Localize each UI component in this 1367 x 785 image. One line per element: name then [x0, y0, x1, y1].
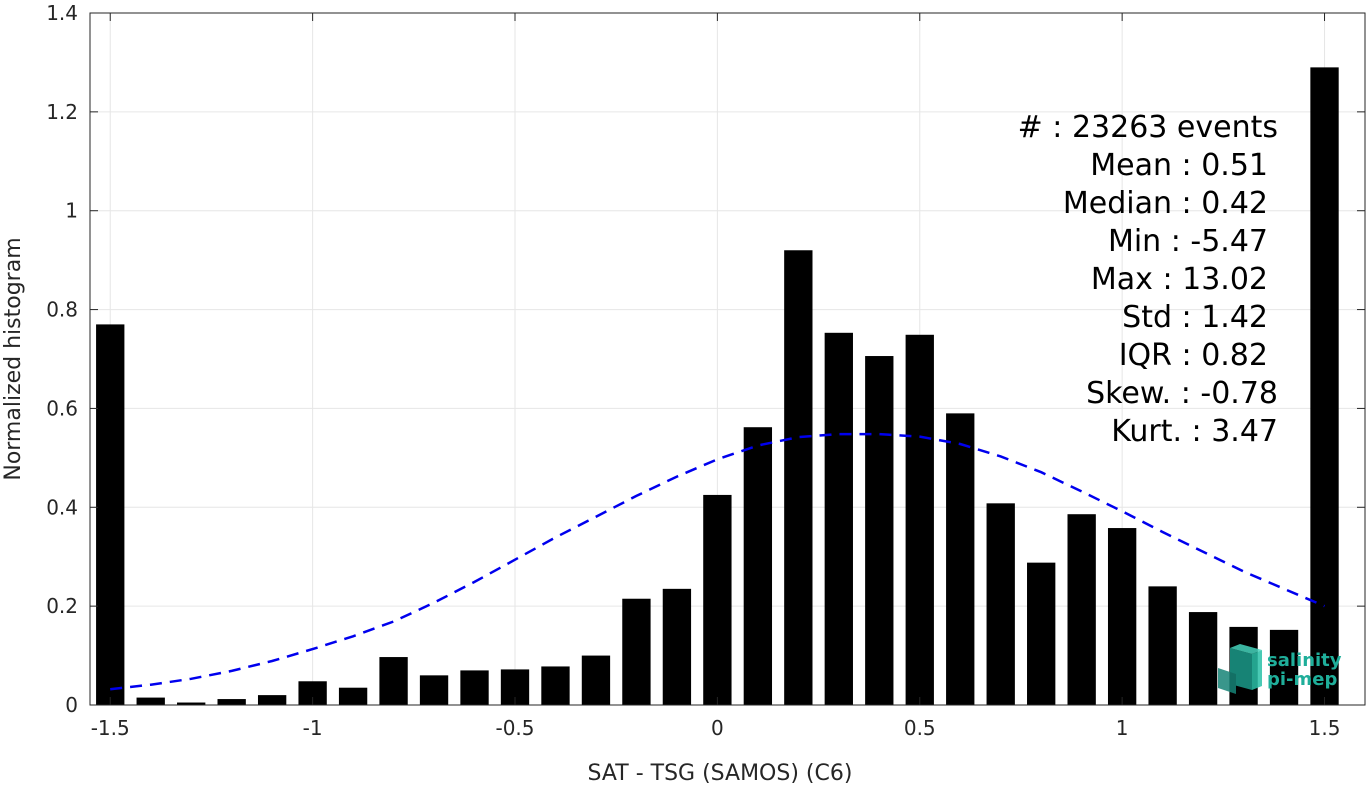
histogram-bar	[946, 413, 975, 705]
histogram-bar	[257, 695, 287, 705]
stat-std: Std : 1.42	[1122, 300, 1268, 335]
stat-mean: Mean : 0.51	[1090, 148, 1268, 183]
bars	[96, 67, 1339, 705]
logo-line-1: salinity	[1267, 650, 1342, 671]
y-tick-label: 1.2	[46, 100, 78, 124]
y-tick-label: 0	[65, 693, 78, 717]
y-tick-label: 0.6	[46, 396, 78, 420]
histogram-bar	[703, 494, 732, 705]
stat-kurt: Kurt. : 3.47	[1111, 414, 1278, 449]
histogram-bar	[460, 670, 489, 705]
stat-max: Max : 13.02	[1091, 262, 1268, 297]
histogram-bar	[177, 702, 206, 705]
histogram-bar	[338, 687, 368, 705]
histogram-bar	[986, 503, 1015, 705]
histogram-bar	[541, 666, 570, 705]
histogram-bar	[1148, 586, 1177, 705]
x-tick-label: -1.5	[91, 716, 130, 740]
histogram-bar	[1310, 67, 1339, 705]
histogram-bar	[217, 699, 246, 705]
histogram-bar	[622, 598, 651, 705]
histogram-bar	[824, 332, 853, 705]
x-tick-label: 0	[711, 716, 724, 740]
histogram-bar	[136, 697, 165, 705]
histogram-bar	[743, 427, 773, 705]
logo-line-2: pi-mep	[1267, 669, 1337, 690]
x-tick-labels: -1.5 -1 -0.5 0 0.5 1 1.5	[91, 716, 1341, 740]
y-tick-label: 1.4	[46, 1, 78, 25]
histogram-bar	[1107, 528, 1137, 705]
stat-min: Min : -5.47	[1108, 224, 1268, 259]
x-tick-label: 1.5	[1309, 716, 1341, 740]
histogram-bar	[581, 655, 611, 705]
y-tick-label: 0.2	[46, 594, 78, 618]
histogram-bar	[784, 250, 813, 705]
x-tick-label: 1	[1116, 716, 1129, 740]
histogram-bar	[298, 681, 327, 705]
y-axis-label: Normalized histogram	[1, 237, 26, 480]
histogram-bar	[1067, 514, 1096, 705]
axis-ticks	[90, 12, 1365, 706]
y-tick-label: 0.4	[46, 495, 78, 519]
statistics-annotation: # : 23263 events Mean : 0.51 Median : 0.…	[1018, 110, 1278, 449]
salinity-pimep-logo: salinity pi-mep	[1218, 644, 1342, 694]
histogram-bar	[379, 657, 408, 705]
normal-fit-curve	[110, 432, 1325, 691]
y-tick-label: 0.8	[46, 298, 78, 322]
x-tick-label: -0.5	[495, 716, 534, 740]
histogram-bar	[905, 334, 934, 705]
histogram-bar	[662, 588, 692, 705]
x-tick-label: -1	[303, 716, 323, 740]
stat-skew: Skew. : -0.78	[1086, 376, 1278, 411]
histogram-bar	[1027, 562, 1056, 705]
plot-frame	[89, 12, 1366, 706]
y-tick-labels: 0 0.2 0.4 0.6 0.8 1 1.2 1.4	[46, 1, 78, 717]
histogram-bar	[1188, 612, 1218, 705]
histogram-bar	[865, 356, 894, 705]
histogram-bar	[96, 324, 125, 705]
histogram-bar	[1269, 629, 1299, 705]
stat-median: Median : 0.42	[1063, 186, 1268, 221]
logo-cube-icon	[1218, 644, 1262, 694]
stat-iqr: IQR : 0.82	[1119, 338, 1268, 373]
x-tick-label: 0.5	[904, 716, 936, 740]
histogram-bar	[419, 675, 449, 705]
y-tick-label: 1	[65, 199, 78, 223]
x-axis-label: SAT - TSG (SAMOS) (C6)	[588, 761, 853, 785]
stat-events: # : 23263 events	[1018, 110, 1278, 145]
